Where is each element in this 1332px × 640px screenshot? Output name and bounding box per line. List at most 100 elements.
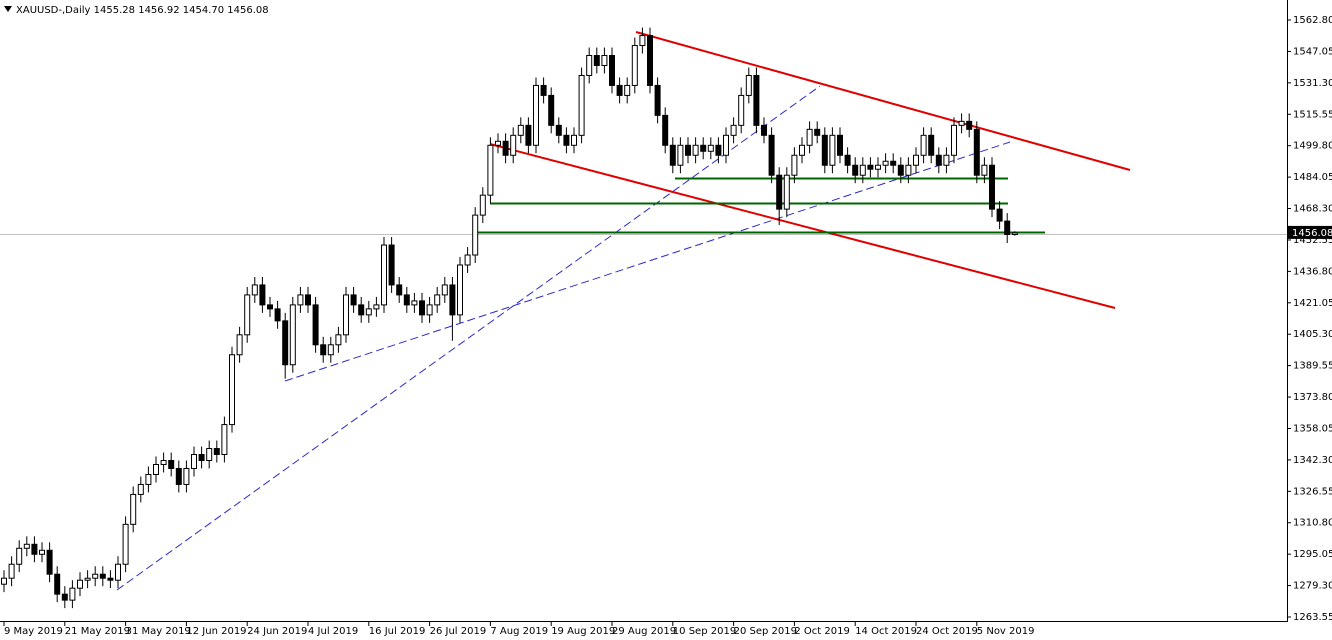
candle-body [145, 473, 152, 485]
symbol: XAUUSD-,Daily [16, 5, 91, 16]
x-tick-label: 29 Aug 2019 [612, 626, 676, 637]
x-tick-label: 10 Sep 2019 [673, 626, 736, 637]
x-tick-label: 24 Jun 2019 [247, 626, 307, 637]
y-tick-label: 1405.30 [1293, 329, 1332, 340]
candle-body [175, 467, 182, 485]
candle-body [935, 154, 942, 166]
candle-body [419, 300, 425, 316]
candle-body [464, 254, 471, 266]
candle-body [381, 244, 387, 306]
candle-body [297, 294, 304, 306]
candle-body [411, 300, 418, 306]
candle-body [920, 134, 927, 156]
candle-body [107, 577, 114, 581]
candle-body [677, 144, 684, 166]
y-tick-label: 1499.80 [1293, 141, 1332, 152]
x-tick-label: 21 May 2019 [65, 626, 130, 637]
candle-body [928, 134, 935, 156]
candle-body [221, 424, 228, 456]
candle-body [510, 134, 517, 156]
candle-body [153, 463, 159, 475]
candle-body [958, 120, 965, 126]
collapse-icon [4, 6, 12, 12]
candle-body [806, 128, 813, 146]
candle-body [267, 304, 273, 310]
candle-body [913, 154, 919, 166]
candle-body [707, 144, 714, 152]
y-tick-label: 1547.05 [1293, 46, 1332, 57]
candle-body [487, 144, 494, 196]
y-tick-label: 1326.55 [1293, 486, 1332, 497]
candle-body [631, 45, 638, 86]
candle-body [981, 164, 988, 176]
candle-body [358, 304, 365, 316]
candle-body [168, 459, 175, 469]
candle-body [502, 140, 509, 156]
candle-body [821, 134, 828, 166]
candle-body [692, 144, 699, 156]
x-tick-label: 24 Oct 2019 [916, 626, 978, 637]
candle-body [472, 214, 479, 256]
candle-body [753, 74, 760, 126]
candle-body [814, 128, 821, 136]
candle-body [875, 164, 881, 170]
candle-body [259, 284, 266, 306]
candle-body [244, 294, 251, 336]
y-tick-label: 1342.30 [1293, 455, 1332, 466]
candle-body [730, 124, 737, 136]
price-marker-label: 1456.08 [1292, 228, 1332, 239]
y-tick-label: 1436.80 [1293, 266, 1332, 277]
candle-body [160, 459, 167, 465]
candle-body [320, 344, 327, 356]
candle-body [84, 577, 91, 581]
candle-body [251, 284, 258, 296]
candle-body [943, 154, 950, 166]
x-tick-label: 31 May 2019 [126, 626, 191, 637]
candle-body [966, 120, 973, 130]
candle-body [578, 74, 585, 136]
candle-body [647, 35, 653, 86]
x-tick-label: 2 Oct 2019 [794, 626, 849, 637]
candle-body [761, 124, 767, 136]
candle-body [449, 284, 456, 316]
y-tick-label: 1295.05 [1293, 549, 1332, 560]
candle-body [92, 573, 99, 579]
candle-body [723, 134, 729, 156]
candle-body [563, 134, 570, 146]
y-tick-label: 1358.05 [1293, 423, 1332, 434]
x-tick-label: 4 Jul 2019 [308, 626, 358, 637]
candle-body [282, 320, 289, 366]
candle-body [517, 124, 524, 136]
candle-body [601, 55, 608, 66]
candle-body [745, 74, 752, 96]
candle-body [495, 140, 501, 146]
x-tick-label: 26 Jul 2019 [430, 626, 487, 637]
candle-body [236, 334, 243, 356]
candle-body [115, 563, 121, 581]
x-tick-label: 5 Nov 2019 [977, 626, 1035, 637]
x-tick-label: 7 Aug 2019 [490, 626, 548, 637]
candle-body [31, 543, 38, 555]
candle-body [183, 467, 190, 485]
candle-body [8, 563, 15, 579]
candle-body [662, 114, 669, 146]
candle-body [206, 448, 213, 461]
candle-body [396, 284, 403, 296]
candle-body [700, 144, 707, 152]
candle-body [890, 160, 897, 166]
candle-body [39, 549, 45, 555]
candle-body [783, 174, 790, 210]
price-marker [1288, 225, 1332, 239]
channel-line [635, 31, 1131, 171]
x-tick-label: 19 Aug 2019 [551, 626, 615, 637]
candle-body [882, 160, 889, 166]
candle-body [69, 587, 76, 601]
candle-body [426, 304, 433, 316]
y-tick-label: 1562.80 [1293, 15, 1332, 26]
candle-body [905, 164, 912, 176]
y-tick-label: 1310.80 [1293, 518, 1332, 529]
candle-body [837, 134, 843, 156]
candle-body [16, 547, 23, 565]
